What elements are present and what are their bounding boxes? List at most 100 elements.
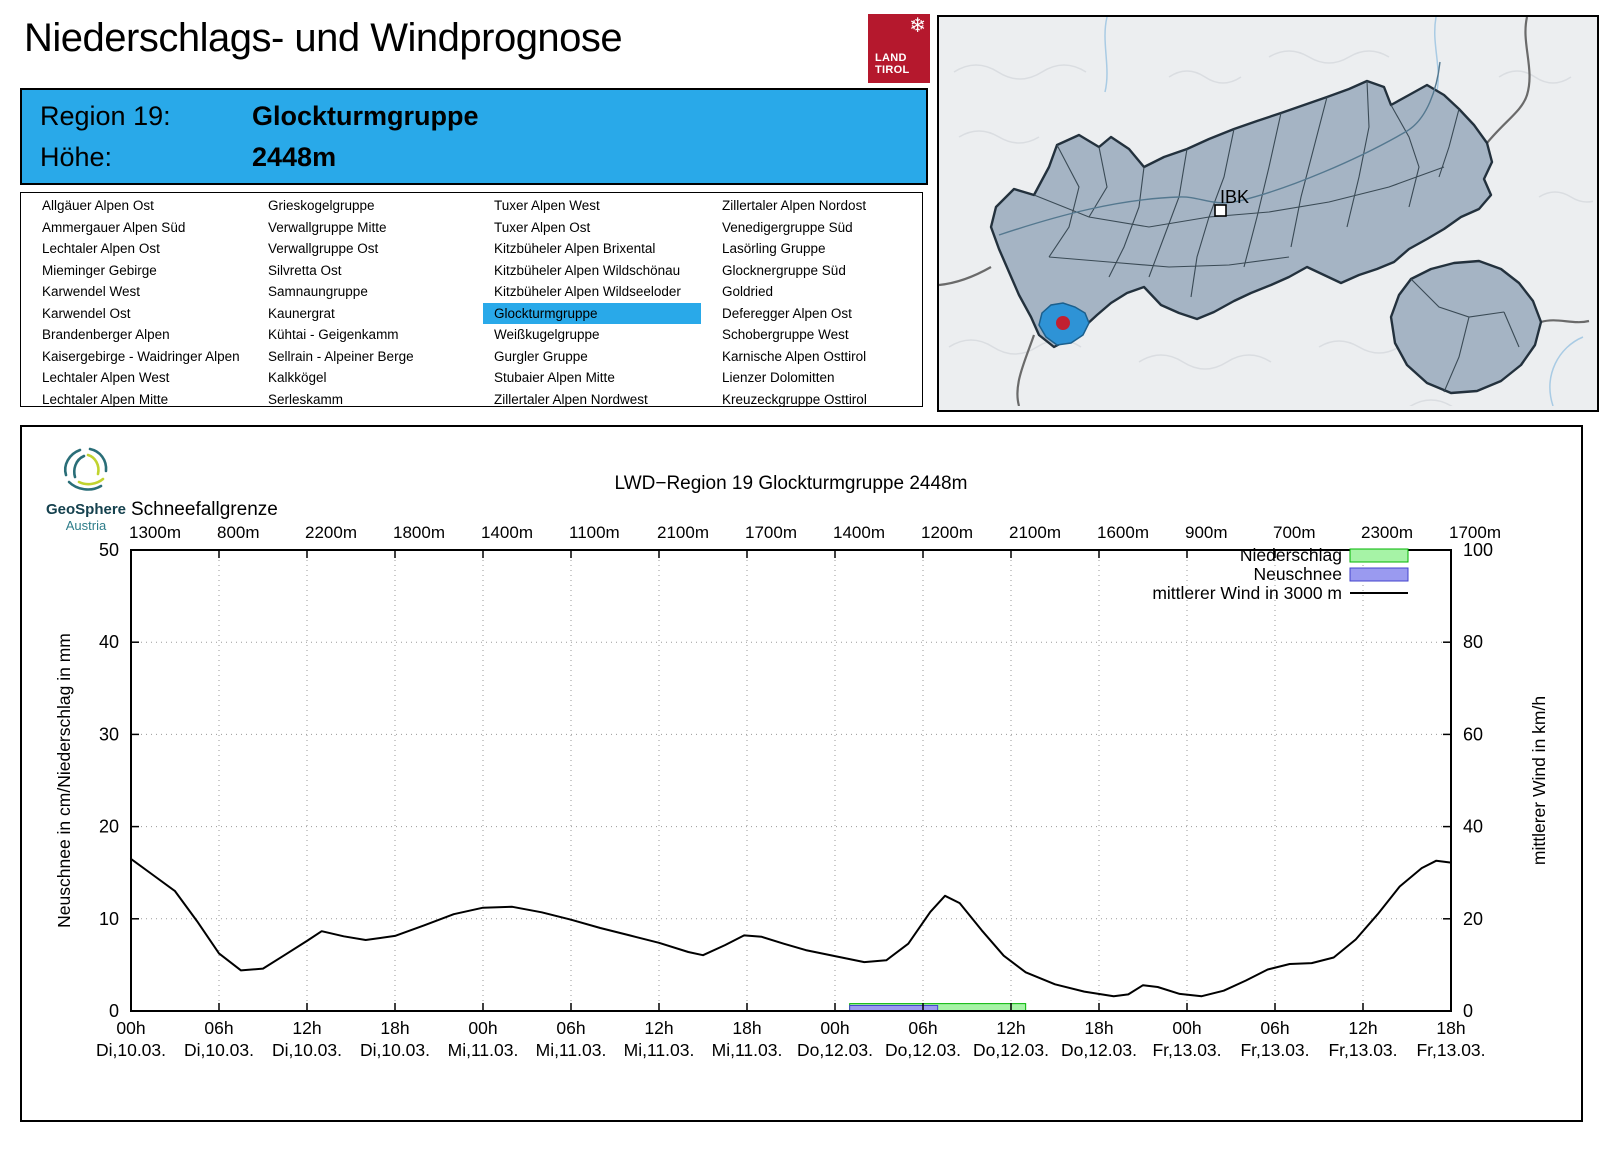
x-tick-date-label: Di,10.03. (360, 1040, 430, 1060)
x-tick-hour-label: 12h (996, 1018, 1025, 1038)
region-list-item[interactable]: Brandenberger Alpen (42, 327, 170, 342)
region-list-item[interactable]: Glocknergruppe Süd (722, 262, 846, 278)
x-tick-hour-label: 00h (820, 1018, 849, 1038)
region-list-item[interactable]: Lechtaler Alpen Mitte (42, 391, 169, 407)
x-tick-date-label: Fr,13.03. (1152, 1040, 1221, 1060)
terrain-relief (948, 50, 1600, 415)
geosphere-name: GeoSphere (45, 501, 127, 518)
region-list-item[interactable]: Ammergauer Alpen Süd (42, 219, 186, 235)
region-list-item[interactable]: Venedigergruppe Süd (722, 219, 853, 235)
region-list-item[interactable]: Sellrain - Alpeiner Berge (268, 348, 414, 364)
x-tick-hour-label: 12h (1348, 1018, 1377, 1038)
legend-label: Niederschlag (1240, 545, 1342, 565)
x-tick-hour-label: 06h (204, 1018, 233, 1038)
region-list-item[interactable]: Lechtaler Alpen West (42, 370, 170, 385)
region-list-item[interactable]: Kitzbüheler Alpen Wildschönau (494, 262, 681, 278)
snowline-tick-label: 1300m (129, 523, 181, 542)
region-list-item[interactable]: Samnaungruppe (268, 284, 368, 299)
x-tick-date-label: Fr,13.03. (1328, 1040, 1397, 1060)
forecast-chart-panel: 00h Di,10.03. 1300m 06h Di,10.03. 800m 12h Di,1… (20, 425, 1583, 1122)
logo-line2: TIROL (875, 64, 910, 76)
region-list-item[interactable]: Kaunergrat (268, 305, 335, 321)
region-list-item[interactable]: Tuxer Alpen West (494, 198, 600, 213)
region-list-item[interactable]: Allgäuer Alpen Ost (42, 198, 154, 213)
y-left-tick-label: 50 (99, 540, 119, 560)
snowline-tick-label: 900m (1185, 523, 1228, 542)
x-tick-date-label: Fr,13.03. (1240, 1040, 1309, 1060)
x-tick-date-label: Di,10.03. (96, 1040, 166, 1060)
geosphere-sub: Austria (65, 518, 107, 533)
tirol-map: IBK (937, 15, 1600, 415)
region-list-item[interactable]: Mieminger Gebirge (42, 262, 157, 278)
snowline-tick-label: 2300m (1361, 523, 1413, 542)
plot-border (130, 549, 1452, 1012)
region-list-item[interactable]: Kreuzeckgruppe Osttirol (722, 391, 867, 407)
x-tick-hour-label: 06h (908, 1018, 937, 1038)
y-left-axis-title: Neuschnee in cm/Niederschlag in mm (54, 633, 74, 928)
region-list-item[interactable]: Grieskogelgruppe (268, 198, 375, 213)
region-list-item[interactable]: Kitzbüheler Alpen Brixental (494, 241, 656, 256)
snowline-tick-label: 1600m (1097, 523, 1149, 542)
legend-swatch (1349, 548, 1409, 563)
region-list-item[interactable]: Kühtai - Geigenkamm (268, 327, 399, 342)
legend-label: mittlerer Wind in 3000 m (1152, 583, 1342, 603)
inn-river (998, 61, 1441, 236)
logo-line1: LAND (875, 52, 907, 64)
region-list-item[interactable]: Schobergruppe West (722, 327, 849, 342)
chart-title: LWD−Region 19 Glockturmgruppe 2448m (615, 473, 968, 494)
region-list-item[interactable]: Lienzer Dolomitten (722, 370, 835, 385)
snowline-axis-title: Schneefallgrenze (131, 499, 278, 520)
x-tick-hour-label: 18h (1436, 1018, 1465, 1038)
station-marker-dot (1056, 316, 1070, 330)
y-left-tick-label: 0 (109, 1001, 119, 1021)
snowline-tick-label: 1100m (569, 523, 620, 542)
selected-region-box: Region 19: Glockturmgruppe Höhe: 2448m (20, 88, 928, 185)
y-left-tick-label: 30 (99, 724, 119, 744)
region-list-item[interactable]: Zillertaler Alpen Nordost (722, 198, 867, 213)
region-list-item[interactable]: Lechtaler Alpen Ost (42, 241, 160, 256)
snowline-tick-label: 2100m (657, 523, 709, 542)
altitude-row: Höhe: 2448m (40, 142, 336, 173)
region-list-item[interactable]: Karnische Alpen Osttirol (722, 348, 867, 364)
region-list-item[interactable]: Silvretta Ost (268, 262, 342, 278)
region-list-item[interactable]: Verwallgruppe Ost (268, 241, 379, 256)
region-list-item[interactable]: Weißkugelgruppe (494, 327, 600, 342)
x-tick-hour-label: 18h (1084, 1018, 1113, 1038)
region-row: Region 19: Glockturmgruppe (40, 101, 479, 132)
x-tick-date-label: Mi,11.03. (448, 1040, 519, 1060)
region-list-item[interactable]: Stubaier Alpen Mitte (494, 370, 615, 385)
x-tick-hour-label: 00h (1172, 1018, 1201, 1038)
snowline-tick-label: 1700m (1449, 523, 1501, 542)
land-tirol-logo-text: LAND TIROL (875, 52, 910, 76)
region-list-item[interactable]: Goldried (722, 284, 774, 299)
region-list-item[interactable]: Karwendel Ost (42, 305, 131, 321)
legend-label: Neuschnee (1253, 564, 1342, 584)
region-list-item[interactable]: Tuxer Alpen Ost (494, 219, 591, 235)
region-list-item[interactable]: Zillertaler Alpen Nordwest (494, 391, 648, 407)
region-list-item[interactable]: Karwendel West (42, 284, 141, 299)
region-list-item[interactable]: Gurgler Gruppe (494, 348, 588, 364)
x-tick-hour-label: 18h (380, 1018, 409, 1038)
x-tick-date-label: Di,10.03. (184, 1040, 254, 1060)
x-tick-hour-label: 12h (644, 1018, 673, 1038)
snowline-tick-label: 2100m (1009, 523, 1061, 542)
forecast-chart: 00hDi,10.03.1300m06hDi,10.03.800m12hDi,1… (54, 473, 1549, 1060)
region-list-item[interactable]: Kitzbüheler Alpen Wildseeloder (494, 284, 681, 299)
region-list-item[interactable]: Verwallgruppe Mitte (268, 219, 387, 235)
snowline-tick-label: 1700m (745, 523, 797, 542)
snowline-tick-label: 2200m (305, 523, 357, 542)
x-tick-date-label: Do,12.03. (885, 1040, 961, 1060)
region-list-item[interactable]: Glockturmgruppe (483, 302, 701, 324)
region-list-item[interactable]: Kaisergebirge - Waidringer Alpen (42, 348, 240, 364)
x-tick-hour-label: 00h (468, 1018, 497, 1038)
page-title: Niederschlags- und Windprognose (24, 16, 623, 60)
region-list-item[interactable]: Serleskamm (268, 391, 344, 407)
tirol-map-svg: IBK (938, 16, 1600, 415)
region-list-item[interactable]: Kalkkögel (268, 370, 327, 385)
region-list-item[interactable]: Lasörling Gruppe (722, 241, 826, 256)
y-right-tick-label: 100 (1463, 540, 1493, 560)
legend-swatch (1349, 567, 1409, 582)
y-left-tick-label: 20 (99, 817, 119, 837)
region-list-item[interactable]: Deferegger Alpen Ost (722, 305, 852, 321)
ibk-label: IBK (1220, 187, 1249, 207)
